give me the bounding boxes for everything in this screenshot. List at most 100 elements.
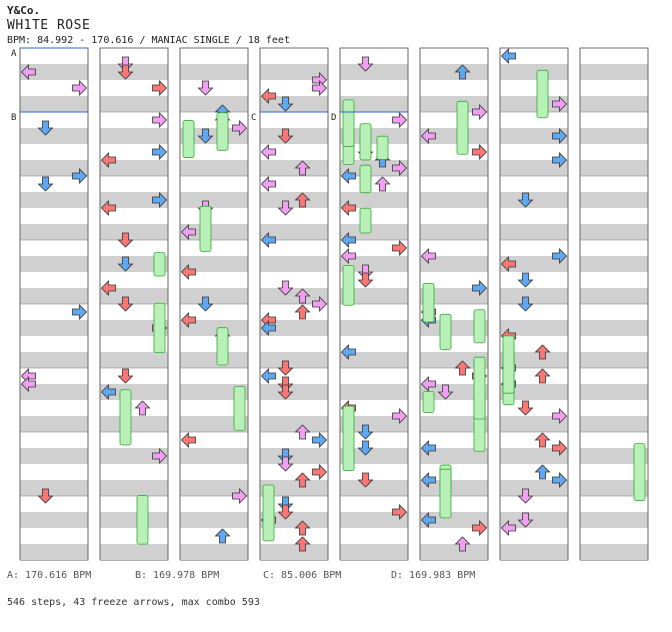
beat-stripe [500, 96, 568, 112]
step-arrow [294, 304, 311, 320]
beat-stripe [20, 288, 88, 304]
step-arrow [392, 240, 408, 256]
step-arrow [197, 128, 214, 144]
beat-stripe [20, 512, 88, 528]
step-arrow [340, 200, 356, 216]
beat-stripe [580, 352, 648, 368]
bpm-legend-c: C: 85.006 BPM [263, 570, 342, 581]
step-arrow [312, 80, 328, 96]
step-arrow [152, 192, 168, 208]
freeze-arrow [136, 495, 149, 545]
step-arrow [37, 488, 54, 504]
beat-stripe [580, 64, 648, 80]
freeze-arrow [342, 405, 355, 472]
step-arrow [260, 368, 276, 384]
step-arrow [517, 512, 534, 528]
beat-stripe [180, 384, 248, 400]
step-arrow [294, 160, 311, 176]
beat-stripe [340, 352, 408, 368]
beat-stripe [500, 224, 568, 240]
freeze-arrow [456, 100, 469, 155]
step-arrow [277, 456, 294, 472]
beat-stripe [180, 544, 248, 560]
beat-stripe [580, 544, 648, 560]
beat-stripe [580, 416, 648, 432]
beat-stripe [420, 96, 488, 112]
step-arrow [534, 464, 551, 480]
beat-stripe [580, 192, 648, 208]
beat-stripe [20, 448, 88, 464]
beat-stripe [580, 288, 648, 304]
beat-stripe [420, 384, 488, 400]
beat-stripe [500, 480, 568, 496]
step-arrow [517, 400, 534, 416]
beat-stripe [500, 320, 568, 336]
step-arrow [100, 200, 116, 216]
beat-stripe [260, 512, 328, 528]
freeze-arrow [633, 443, 646, 502]
step-arrow [197, 80, 214, 96]
beat-stripe [420, 544, 488, 560]
beat-stripe [20, 64, 88, 80]
beat-stripe [580, 96, 648, 112]
beat-stripe [340, 512, 408, 528]
beat-stripe [260, 320, 328, 336]
beat-stripe [340, 384, 408, 400]
beat-stripe [20, 192, 88, 208]
beat-stripe [420, 320, 488, 336]
beat-stripe [260, 64, 328, 80]
beat-stripe [340, 128, 408, 144]
beat-stripe [100, 416, 168, 432]
step-arrow [20, 376, 36, 392]
step-arrow [294, 520, 311, 536]
step-arrow [472, 280, 488, 296]
beat-stripe [580, 160, 648, 176]
beat-stripe [20, 128, 88, 144]
beat-stripe [420, 352, 488, 368]
freeze-arrow [439, 313, 452, 350]
beat-stripe [180, 512, 248, 528]
step-arrow [357, 472, 374, 488]
step-arrow [117, 368, 134, 384]
step-arrow [117, 296, 134, 312]
beat-stripe [580, 512, 648, 528]
step-arrow [392, 408, 408, 424]
step-arrow [357, 440, 374, 456]
beat-stripe [100, 512, 168, 528]
beat-stripe [420, 224, 488, 240]
beat-stripe [260, 224, 328, 240]
beat-stripe [100, 224, 168, 240]
beat-stripe [420, 128, 488, 144]
beat-stripe [500, 256, 568, 272]
beat-stripe [500, 192, 568, 208]
step-arrow [552, 152, 568, 168]
freeze-arrow [376, 135, 389, 160]
step-arrow [100, 152, 116, 168]
beat-stripe [20, 96, 88, 112]
step-arrow [552, 472, 568, 488]
step-arrow [517, 272, 534, 288]
step-arrow [534, 432, 551, 448]
step-arrow [277, 360, 294, 376]
step-arrow [294, 288, 311, 304]
beat-stripe [180, 224, 248, 240]
step-arrow [392, 112, 408, 128]
beat-stripe [20, 256, 88, 272]
beat-stripe [20, 544, 88, 560]
beat-stripe [340, 288, 408, 304]
beat-stripe [580, 224, 648, 240]
beat-stripe [260, 480, 328, 496]
beat-stripe [260, 256, 328, 272]
beat-stripe [340, 448, 408, 464]
beat-stripe [420, 256, 488, 272]
freeze-arrow [153, 302, 166, 354]
beat-stripe [20, 320, 88, 336]
beat-stripe [340, 480, 408, 496]
beat-stripe [500, 512, 568, 528]
beat-stripe [580, 320, 648, 336]
beat-stripe [260, 448, 328, 464]
beat-stripe [580, 128, 648, 144]
step-arrow [180, 224, 196, 240]
beat-stripe [180, 288, 248, 304]
beat-stripe [420, 416, 488, 432]
